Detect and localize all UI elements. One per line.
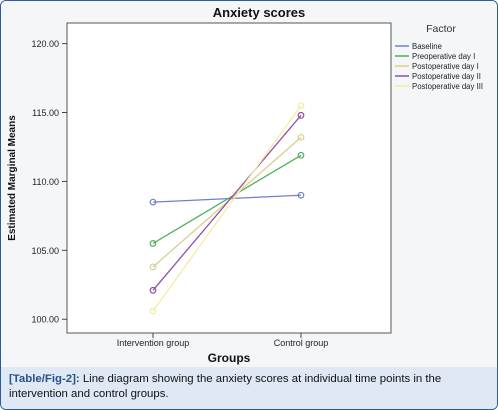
y-tick-label: 100.00 bbox=[31, 315, 59, 325]
series-line bbox=[152, 105, 302, 312]
series-line bbox=[152, 154, 302, 245]
legend-label: Baseline bbox=[412, 42, 442, 51]
plot-panel: Anxiety scores Estimated Marginal Means … bbox=[1, 1, 497, 367]
series-layer bbox=[149, 102, 305, 315]
y-tick-label: 105.00 bbox=[31, 246, 59, 256]
caption-label: [Table/Fig-2]: bbox=[9, 373, 80, 385]
y-axis-label: Estimated Marginal Means bbox=[7, 115, 18, 241]
x-tick-label: Intervention group bbox=[117, 338, 190, 348]
data-point bbox=[297, 133, 305, 141]
y-tick-label: 120.00 bbox=[31, 39, 59, 49]
line-chart: Anxiety scores Estimated Marginal Means … bbox=[7, 5, 483, 365]
series-line bbox=[152, 114, 302, 291]
chart-title: Anxiety scores bbox=[213, 5, 306, 20]
caption-text: Line diagram showing the anxiety scores … bbox=[9, 373, 442, 400]
data-point bbox=[149, 198, 157, 206]
data-point bbox=[149, 263, 157, 271]
data-point bbox=[297, 151, 305, 159]
y-tick-label: 115.00 bbox=[32, 108, 59, 118]
data-point bbox=[149, 240, 157, 247]
x-axis-ticks: Intervention group Control group bbox=[117, 333, 329, 348]
x-axis-label: Groups bbox=[208, 351, 251, 365]
plot-area bbox=[66, 22, 392, 334]
legend-title: Factor bbox=[426, 23, 456, 35]
x-tick-label: Control group bbox=[274, 338, 329, 348]
legend-label: Preoperative day I bbox=[412, 52, 475, 61]
data-point bbox=[149, 286, 157, 294]
legend-label: Postoperative day III bbox=[412, 82, 483, 91]
y-tick-label: 110.00 bbox=[32, 177, 59, 187]
y-axis-ticks: 100.00 105.00 110.00 115.00 120.00 bbox=[31, 39, 67, 325]
legend-label: Postoperative day I bbox=[412, 62, 479, 71]
data-point bbox=[297, 191, 305, 199]
data-point bbox=[149, 307, 157, 315]
data-point bbox=[297, 102, 305, 110]
figure-caption: [Table/Fig-2]: Line diagram showing the … bbox=[1, 367, 497, 409]
legend-label: Postoperative day II bbox=[412, 72, 481, 81]
data-point bbox=[297, 111, 305, 119]
